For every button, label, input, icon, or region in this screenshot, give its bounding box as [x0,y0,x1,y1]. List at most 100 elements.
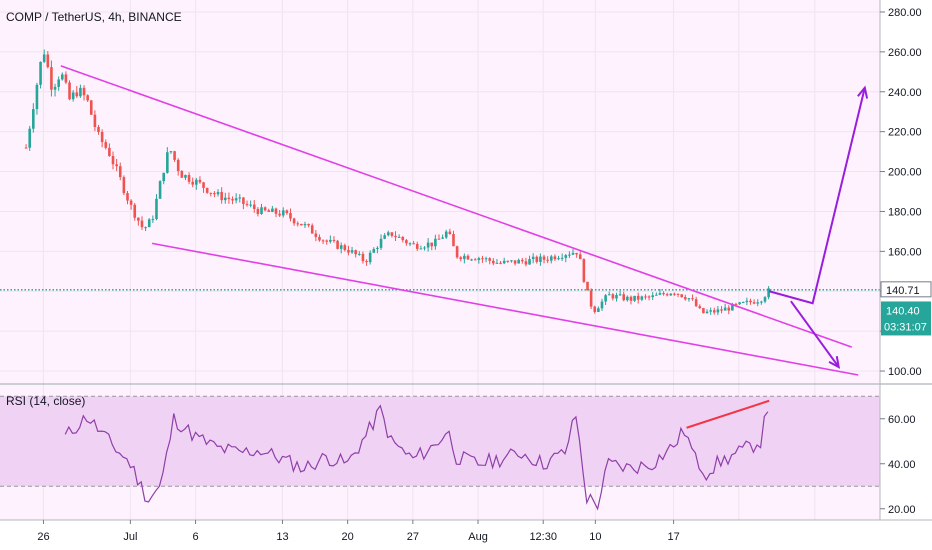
candle-body [332,239,336,241]
candle-body [50,67,53,90]
candle-body [517,259,520,264]
candle-body [64,74,68,83]
candle-body [745,300,749,303]
upper-wedge-line [60,65,853,348]
candle-body [444,231,448,238]
candle-body [575,252,578,255]
candle-body [589,290,593,307]
candle-body [256,208,260,215]
candle-body [741,302,745,304]
candle-body [28,128,31,148]
candle-body [252,204,256,209]
time-tick-label: 20 [342,531,354,543]
symbol-title[interactable]: COMP / TetherUS, 4h, BINANCE [6,10,182,24]
candle-body [452,234,455,247]
candle-body [180,171,184,178]
candle-body [39,61,42,85]
candle-body [510,260,513,262]
price-tick-label: 100.00 [888,366,922,378]
candle-body [767,288,770,298]
price-tick-label: 240.00 [888,87,922,99]
time-tick-label: Aug [468,531,488,543]
candle-body [691,298,694,300]
price-tick-label: 180.00 [888,206,922,218]
candle-body [466,255,470,260]
time-tick-label: 27 [407,531,419,543]
time-tick-label: 26 [37,531,49,543]
candle-body [296,223,300,225]
candle-body [640,296,644,300]
main-pane-background [0,0,880,383]
candle-body [358,253,361,255]
candle-body [386,232,390,236]
candle-body [147,219,151,228]
candle-body [202,182,205,188]
candle-body [155,198,158,220]
candle-body [169,151,173,153]
candle-body [176,159,180,172]
rsi-band [0,396,880,487]
candle-body [379,238,383,248]
candle-body [274,208,278,214]
candle-body [423,247,426,249]
candle-body [481,258,484,260]
candle-body [539,256,542,262]
candle-body [376,247,379,249]
candle-body [205,187,209,193]
candle-body [144,227,147,229]
last-price-badge [881,301,931,336]
candle-body [133,204,137,218]
candle-body [198,179,202,183]
candle-body [698,306,702,309]
candle-body [162,172,166,182]
candle-body [560,257,564,259]
candle-body [191,181,194,185]
candle-body [249,204,252,206]
candle-body [665,294,669,296]
candle-body [32,109,35,129]
candle-body [129,200,133,205]
candle-body [53,86,57,90]
candle-body [502,260,506,264]
candle-body [213,193,216,195]
candle-body [35,84,39,110]
candle-body [571,252,575,255]
candle-body [329,239,332,242]
candle-body [673,293,676,295]
candle-body [184,175,187,178]
forecast-arrow-up-head [857,85,869,99]
candle-body [365,261,368,263]
candle-body [303,223,307,226]
candle-body [82,87,86,96]
candle-body [347,250,350,253]
candle-body [71,92,75,100]
candle-body [79,87,82,97]
candle-body [307,223,310,226]
candle-body [470,259,473,261]
annotations-layer [0,65,880,376]
candle-body [618,294,622,296]
candle-body [278,213,281,216]
candle-body [662,293,665,295]
candle-body [195,179,198,185]
candle-body [97,127,100,132]
candle-body [564,255,568,258]
candle-body [680,294,683,298]
candle-body [111,156,115,165]
candle-body [434,238,437,247]
candle-body [260,207,263,215]
candle-body [463,255,466,260]
candle-body [24,147,28,149]
price-tick-label: 260.00 [888,47,922,59]
candle-body [68,82,71,100]
candle-body [140,220,144,228]
candle-body [292,218,296,224]
candle-body [473,259,477,261]
rsi-title[interactable]: RSI (14, close) [6,394,85,408]
candle-body [521,259,524,262]
candle-body [372,248,376,253]
candle-body [658,293,662,295]
candle-body [325,240,329,242]
candle-body [557,258,560,260]
